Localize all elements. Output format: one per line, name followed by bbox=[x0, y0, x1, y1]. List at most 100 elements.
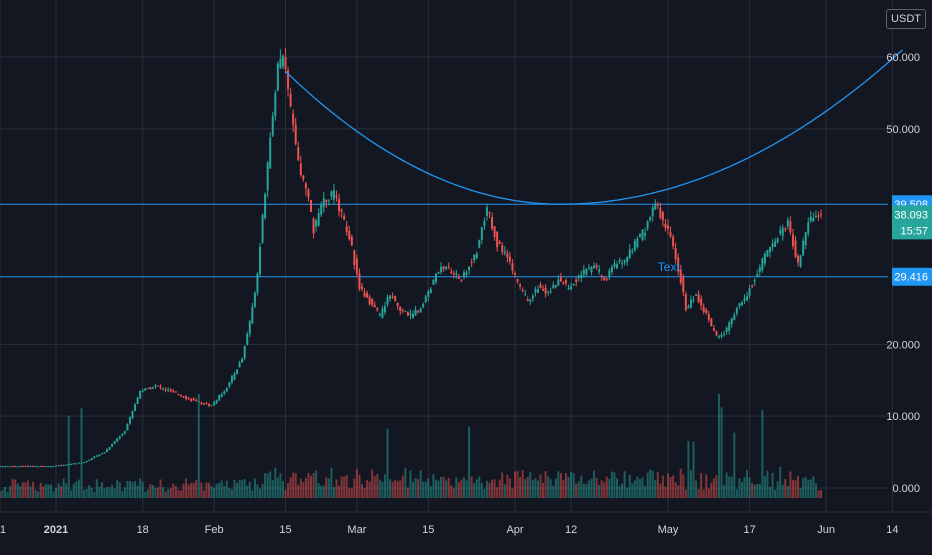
volume-bar bbox=[406, 487, 409, 498]
volume-bar bbox=[287, 482, 290, 498]
candle-body bbox=[473, 255, 476, 261]
volume-bar bbox=[90, 487, 93, 498]
volume-bar bbox=[414, 478, 417, 498]
volume-bar bbox=[501, 472, 504, 498]
candle-body bbox=[100, 453, 103, 455]
candle-body bbox=[516, 278, 519, 282]
candle-body bbox=[256, 273, 259, 293]
candle-body bbox=[192, 398, 195, 401]
candle-body bbox=[659, 207, 662, 219]
price-axis[interactable]: 60.00050.00020.00010.0000.00039.50829.41… bbox=[886, 52, 932, 495]
candle-body bbox=[496, 231, 499, 248]
candle-body bbox=[208, 403, 210, 406]
volume-bar bbox=[552, 485, 555, 498]
volume-bar bbox=[809, 479, 812, 498]
time-tick-label: 15 bbox=[422, 524, 434, 536]
annotation-layer[interactable]: Text bbox=[658, 260, 681, 274]
volume-bar bbox=[740, 481, 743, 498]
candle-body bbox=[202, 404, 205, 406]
volume-bar bbox=[526, 476, 529, 498]
candle-body bbox=[616, 264, 618, 269]
candle-body bbox=[450, 271, 453, 274]
volume-bar bbox=[192, 482, 195, 498]
time-tick-label: 14 bbox=[886, 524, 898, 536]
candle-body bbox=[279, 58, 282, 69]
candle-body bbox=[554, 284, 557, 288]
volume-bar bbox=[139, 478, 142, 498]
volume-bar bbox=[776, 481, 779, 498]
candle-body bbox=[394, 296, 397, 301]
time-tick-label: 2021 bbox=[44, 524, 68, 536]
candle-body bbox=[348, 231, 351, 240]
candle-body bbox=[417, 310, 420, 313]
currency-badge[interactable]: USDT bbox=[886, 9, 926, 29]
candle-body bbox=[47, 466, 50, 468]
volume-bar bbox=[493, 479, 496, 498]
volume-bar bbox=[131, 482, 134, 498]
volume-bar bbox=[134, 480, 137, 498]
volume-bar bbox=[544, 471, 547, 498]
volume-bar bbox=[353, 478, 356, 498]
volume-bar bbox=[511, 488, 514, 498]
candle-body bbox=[705, 309, 708, 314]
volume-bar bbox=[802, 478, 805, 498]
candle-body bbox=[452, 273, 455, 275]
volume-bar bbox=[72, 483, 75, 498]
volume-bar bbox=[434, 479, 437, 498]
candle-body bbox=[371, 298, 374, 305]
volume-bar bbox=[113, 488, 116, 498]
volume-bar bbox=[264, 473, 267, 498]
volume-bar bbox=[42, 486, 45, 498]
candle-body bbox=[689, 299, 692, 308]
candle-body bbox=[368, 296, 371, 305]
candle-body bbox=[44, 466, 47, 468]
volume-bar bbox=[503, 484, 506, 498]
volume-bar bbox=[93, 491, 96, 498]
candle-body bbox=[628, 249, 631, 258]
candle-body bbox=[758, 267, 761, 272]
candle-body bbox=[151, 387, 154, 389]
volume-bar bbox=[669, 477, 672, 498]
volume-bar bbox=[746, 469, 749, 498]
candle-body bbox=[0, 466, 1, 468]
candle-body bbox=[618, 260, 621, 262]
candle-body bbox=[6, 466, 9, 468]
candle-body bbox=[475, 253, 478, 259]
time-axis[interactable]: 21 2021 18 Feb 15 Mar 15 Apr 12 May 17 Jun 14 bbox=[0, 524, 899, 536]
volume-bar bbox=[473, 483, 476, 498]
volume-bar bbox=[409, 470, 412, 498]
candle-body bbox=[139, 390, 142, 399]
candle-body bbox=[559, 276, 562, 282]
candle-body bbox=[376, 308, 379, 310]
volume-bar bbox=[294, 473, 297, 498]
volume-bar bbox=[123, 487, 126, 498]
candle-body bbox=[636, 238, 639, 248]
volume-bar bbox=[218, 482, 221, 498]
candle-body bbox=[200, 403, 203, 405]
candle-body bbox=[763, 253, 766, 264]
volume-bar bbox=[506, 474, 509, 498]
horizontal-lines[interactable] bbox=[0, 203, 888, 278]
grid-lines bbox=[0, 0, 932, 513]
volume-bar bbox=[340, 476, 343, 498]
candle-body bbox=[297, 147, 300, 161]
volume-bar bbox=[335, 479, 338, 498]
candle-body bbox=[457, 276, 460, 279]
volume-bar bbox=[567, 477, 570, 498]
volume-bar bbox=[437, 480, 440, 498]
candle-body bbox=[179, 395, 182, 397]
volume-bar bbox=[4, 487, 6, 498]
candle-body bbox=[774, 241, 777, 247]
volume-bar bbox=[804, 477, 807, 498]
candle-body bbox=[276, 63, 279, 91]
arc-drawing[interactable] bbox=[285, 49, 904, 205]
volume-bar bbox=[215, 483, 218, 498]
candle-body bbox=[414, 309, 417, 316]
candle-body bbox=[720, 334, 723, 337]
candle-body bbox=[330, 191, 333, 197]
volume-bar bbox=[251, 490, 254, 498]
volume-bar bbox=[457, 481, 460, 498]
candle-body bbox=[585, 268, 588, 275]
